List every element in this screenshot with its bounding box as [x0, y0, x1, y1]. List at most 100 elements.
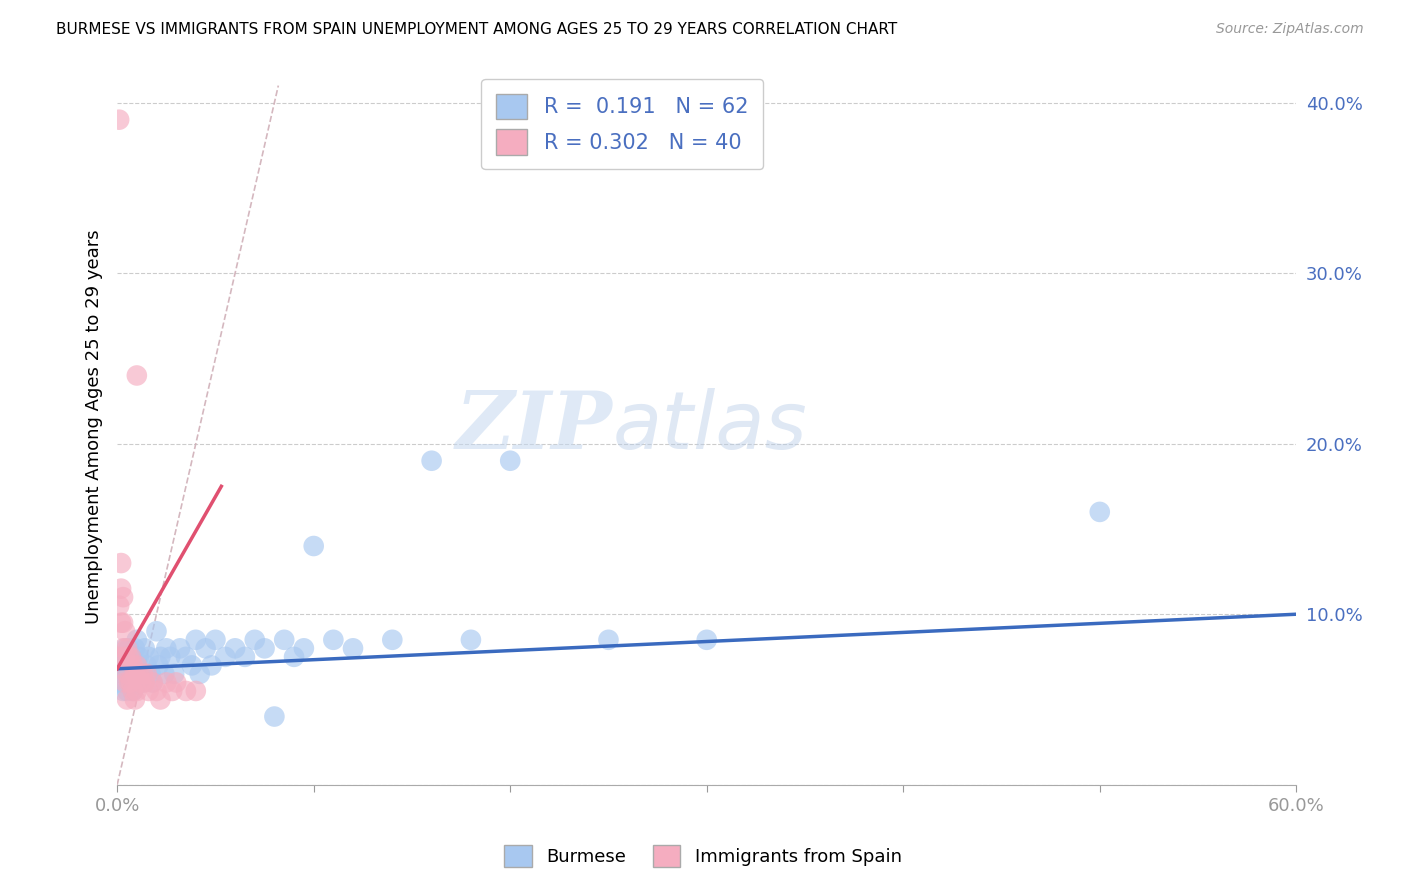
Point [108, 675, 131, 690]
Point [110, 615, 132, 630]
Point [125, 632, 148, 647]
Point [302, 539, 325, 553]
Point [174, 649, 197, 664]
Point [120, 649, 142, 664]
Point [292, 641, 315, 656]
Point [153, 667, 176, 681]
Legend: Burmese, Immigrants from Spain: Burmese, Immigrants from Spain [498, 838, 908, 874]
Point [135, 658, 157, 673]
Point [142, 675, 165, 690]
Point [125, 658, 148, 673]
Point [184, 632, 207, 647]
Point [112, 684, 135, 698]
Point [112, 667, 135, 681]
Point [108, 599, 131, 613]
Point [114, 658, 136, 673]
Point [115, 667, 138, 681]
Point [108, 649, 131, 664]
Text: Source: ZipAtlas.com: Source: ZipAtlas.com [1216, 22, 1364, 37]
Point [112, 590, 135, 604]
Point [125, 368, 148, 383]
Point [214, 649, 236, 664]
Point [204, 632, 226, 647]
Point [120, 675, 142, 690]
Point [135, 667, 157, 681]
Point [420, 454, 443, 468]
Point [142, 675, 165, 690]
Point [159, 649, 181, 664]
Point [120, 675, 142, 690]
Point [253, 641, 276, 656]
Point [160, 684, 183, 698]
Point [145, 624, 167, 639]
Point [112, 641, 135, 656]
Point [342, 641, 364, 656]
Point [263, 709, 285, 723]
Point [132, 667, 155, 681]
Point [114, 649, 136, 664]
Point [224, 641, 246, 656]
Point [122, 684, 145, 698]
Point [243, 632, 266, 647]
Point [1088, 505, 1111, 519]
Point [128, 649, 150, 664]
Legend: R =  0.191   N = 62, R = 0.302   N = 40: R = 0.191 N = 62, R = 0.302 N = 40 [481, 78, 763, 169]
Point [138, 684, 160, 698]
Point [155, 675, 177, 690]
Point [115, 667, 138, 681]
Point [115, 692, 138, 706]
Point [165, 675, 187, 690]
Point [115, 684, 138, 698]
Point [122, 658, 145, 673]
Point [174, 684, 197, 698]
Point [148, 658, 170, 673]
Point [122, 684, 145, 698]
Text: ZIP: ZIP [456, 388, 613, 466]
Point [460, 632, 482, 647]
Point [114, 675, 136, 690]
Point [124, 667, 146, 681]
Point [283, 649, 305, 664]
Text: BURMESE VS IMMIGRANTS FROM SPAIN UNEMPLOYMENT AMONG AGES 25 TO 29 YEARS CORRELAT: BURMESE VS IMMIGRANTS FROM SPAIN UNEMPLO… [56, 22, 897, 37]
Point [169, 641, 191, 656]
Point [118, 675, 141, 690]
Point [125, 658, 148, 673]
Point [155, 641, 177, 656]
Point [124, 641, 146, 656]
Point [128, 667, 150, 681]
Point [124, 692, 146, 706]
Point [188, 667, 211, 681]
Point [118, 667, 141, 681]
Point [273, 632, 295, 647]
Point [124, 667, 146, 681]
Point [120, 649, 142, 664]
Point [129, 675, 152, 690]
Point [114, 641, 136, 656]
Point [134, 675, 156, 690]
Point [114, 624, 136, 639]
Point [115, 649, 138, 664]
Point [696, 632, 718, 647]
Point [122, 658, 145, 673]
Point [108, 112, 131, 127]
Point [134, 641, 156, 656]
Point [184, 684, 207, 698]
Y-axis label: Unemployment Among Ages 25 to 29 years: Unemployment Among Ages 25 to 29 years [86, 229, 103, 624]
Point [118, 641, 141, 656]
Point [149, 692, 172, 706]
Point [112, 615, 135, 630]
Point [110, 582, 132, 596]
Point [110, 556, 132, 570]
Point [129, 667, 152, 681]
Point [115, 641, 138, 656]
Point [108, 649, 131, 664]
Point [132, 675, 155, 690]
Point [499, 454, 522, 468]
Point [381, 632, 404, 647]
Point [163, 667, 186, 681]
Point [233, 649, 256, 664]
Point [110, 658, 132, 673]
Point [125, 684, 148, 698]
Point [180, 658, 202, 673]
Point [139, 667, 162, 681]
